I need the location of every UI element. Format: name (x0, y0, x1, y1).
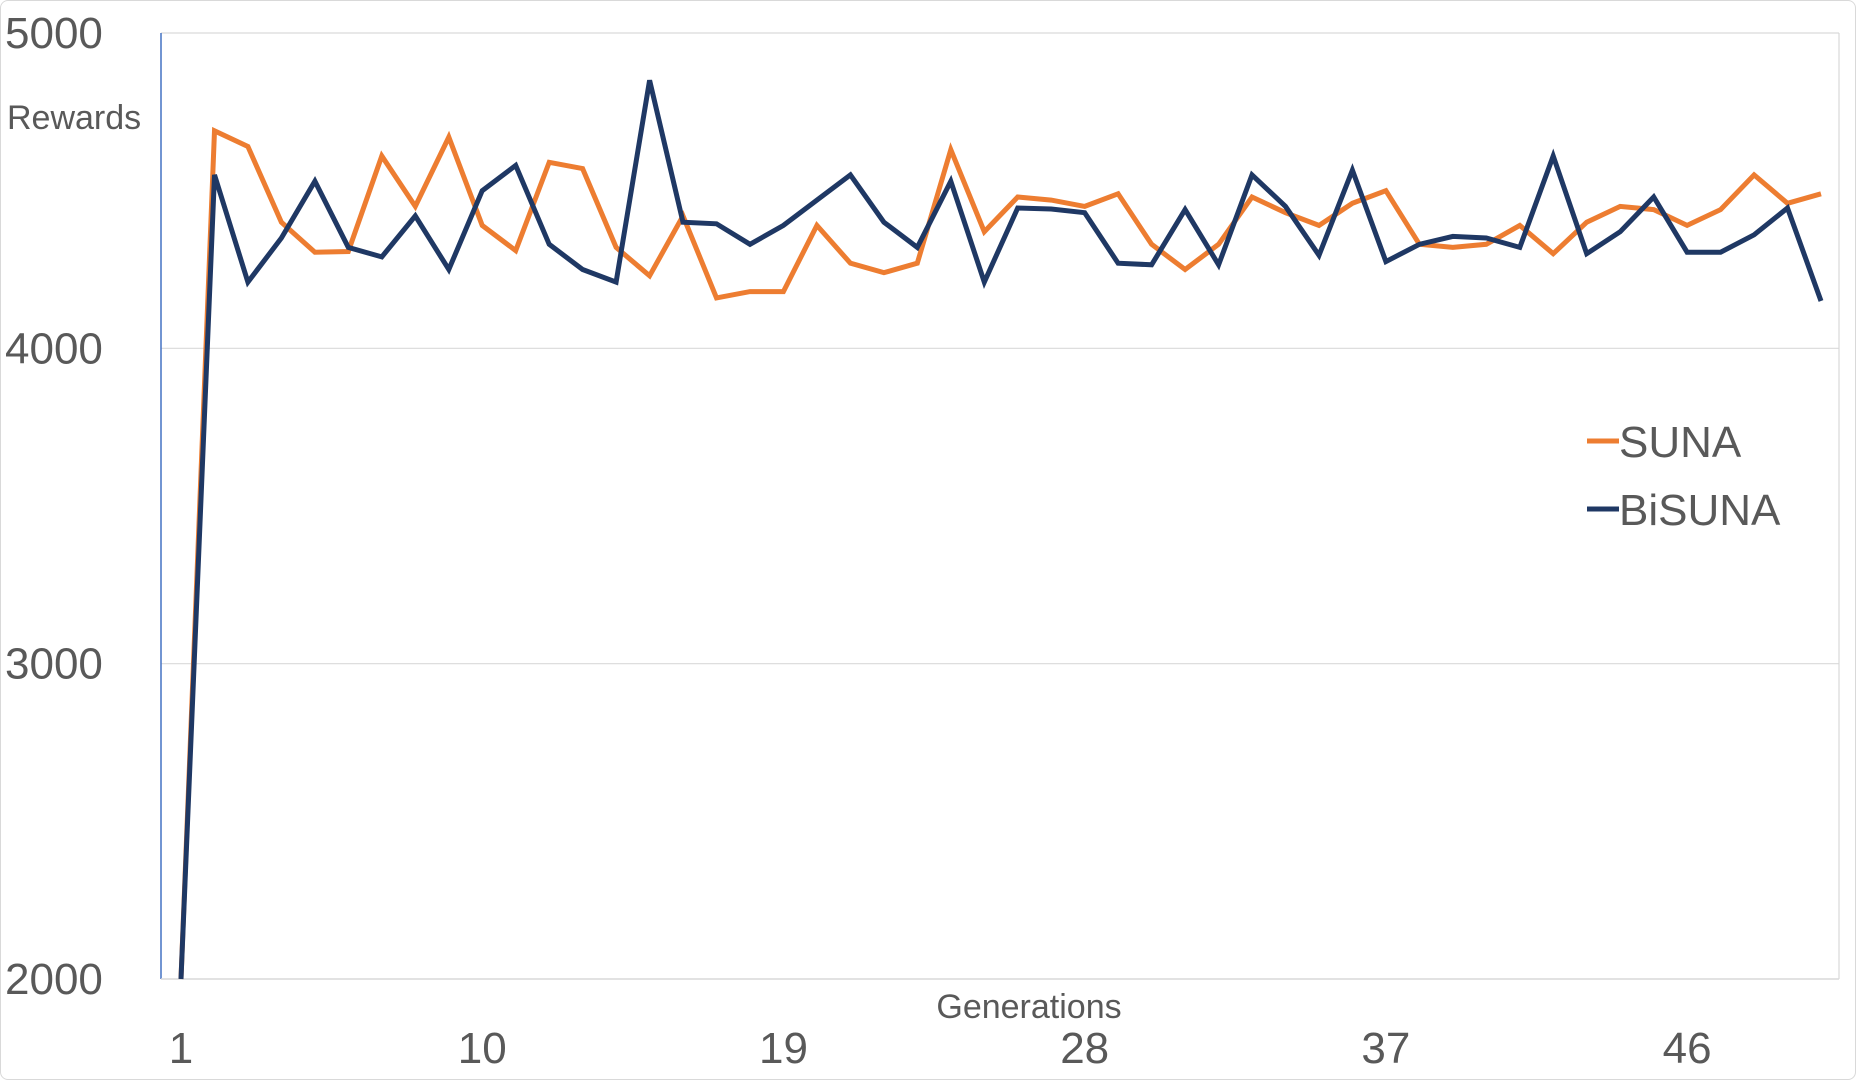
legend: SUNA BiSUNA (1587, 418, 1781, 535)
y-axis-title: Rewards (7, 99, 141, 137)
x-tick-label-37: 37 (1361, 1024, 1410, 1073)
x-tick-label-19: 19 (759, 1024, 808, 1073)
y-tick-label-5000: 5000 (5, 9, 103, 58)
x-axis-title: Generations (936, 988, 1121, 1026)
x-tick-label-28: 28 (1060, 1024, 1109, 1073)
x-tick-label-1: 1 (169, 1024, 193, 1073)
series-line-bisuna (178, 79, 1824, 980)
axes (160, 33, 1840, 980)
series-line-suna (178, 126, 1822, 980)
legend-label-bisuna: BiSUNA (1619, 486, 1781, 535)
y-tick-label-2000: 2000 (5, 955, 103, 1004)
x-tick-label-46: 46 (1663, 1024, 1712, 1073)
series-lines (178, 79, 1824, 980)
y-tick-label-4000: 4000 (5, 324, 103, 373)
x-tick-label-10: 10 (458, 1024, 507, 1073)
gridlines (161, 32, 1839, 665)
y-tick-label-3000: 3000 (5, 640, 103, 689)
legend-label-suna: SUNA (1619, 418, 1742, 467)
tick-labels: 2000 3000 4000 5000 1 10 19 28 37 46 (5, 9, 1712, 1073)
